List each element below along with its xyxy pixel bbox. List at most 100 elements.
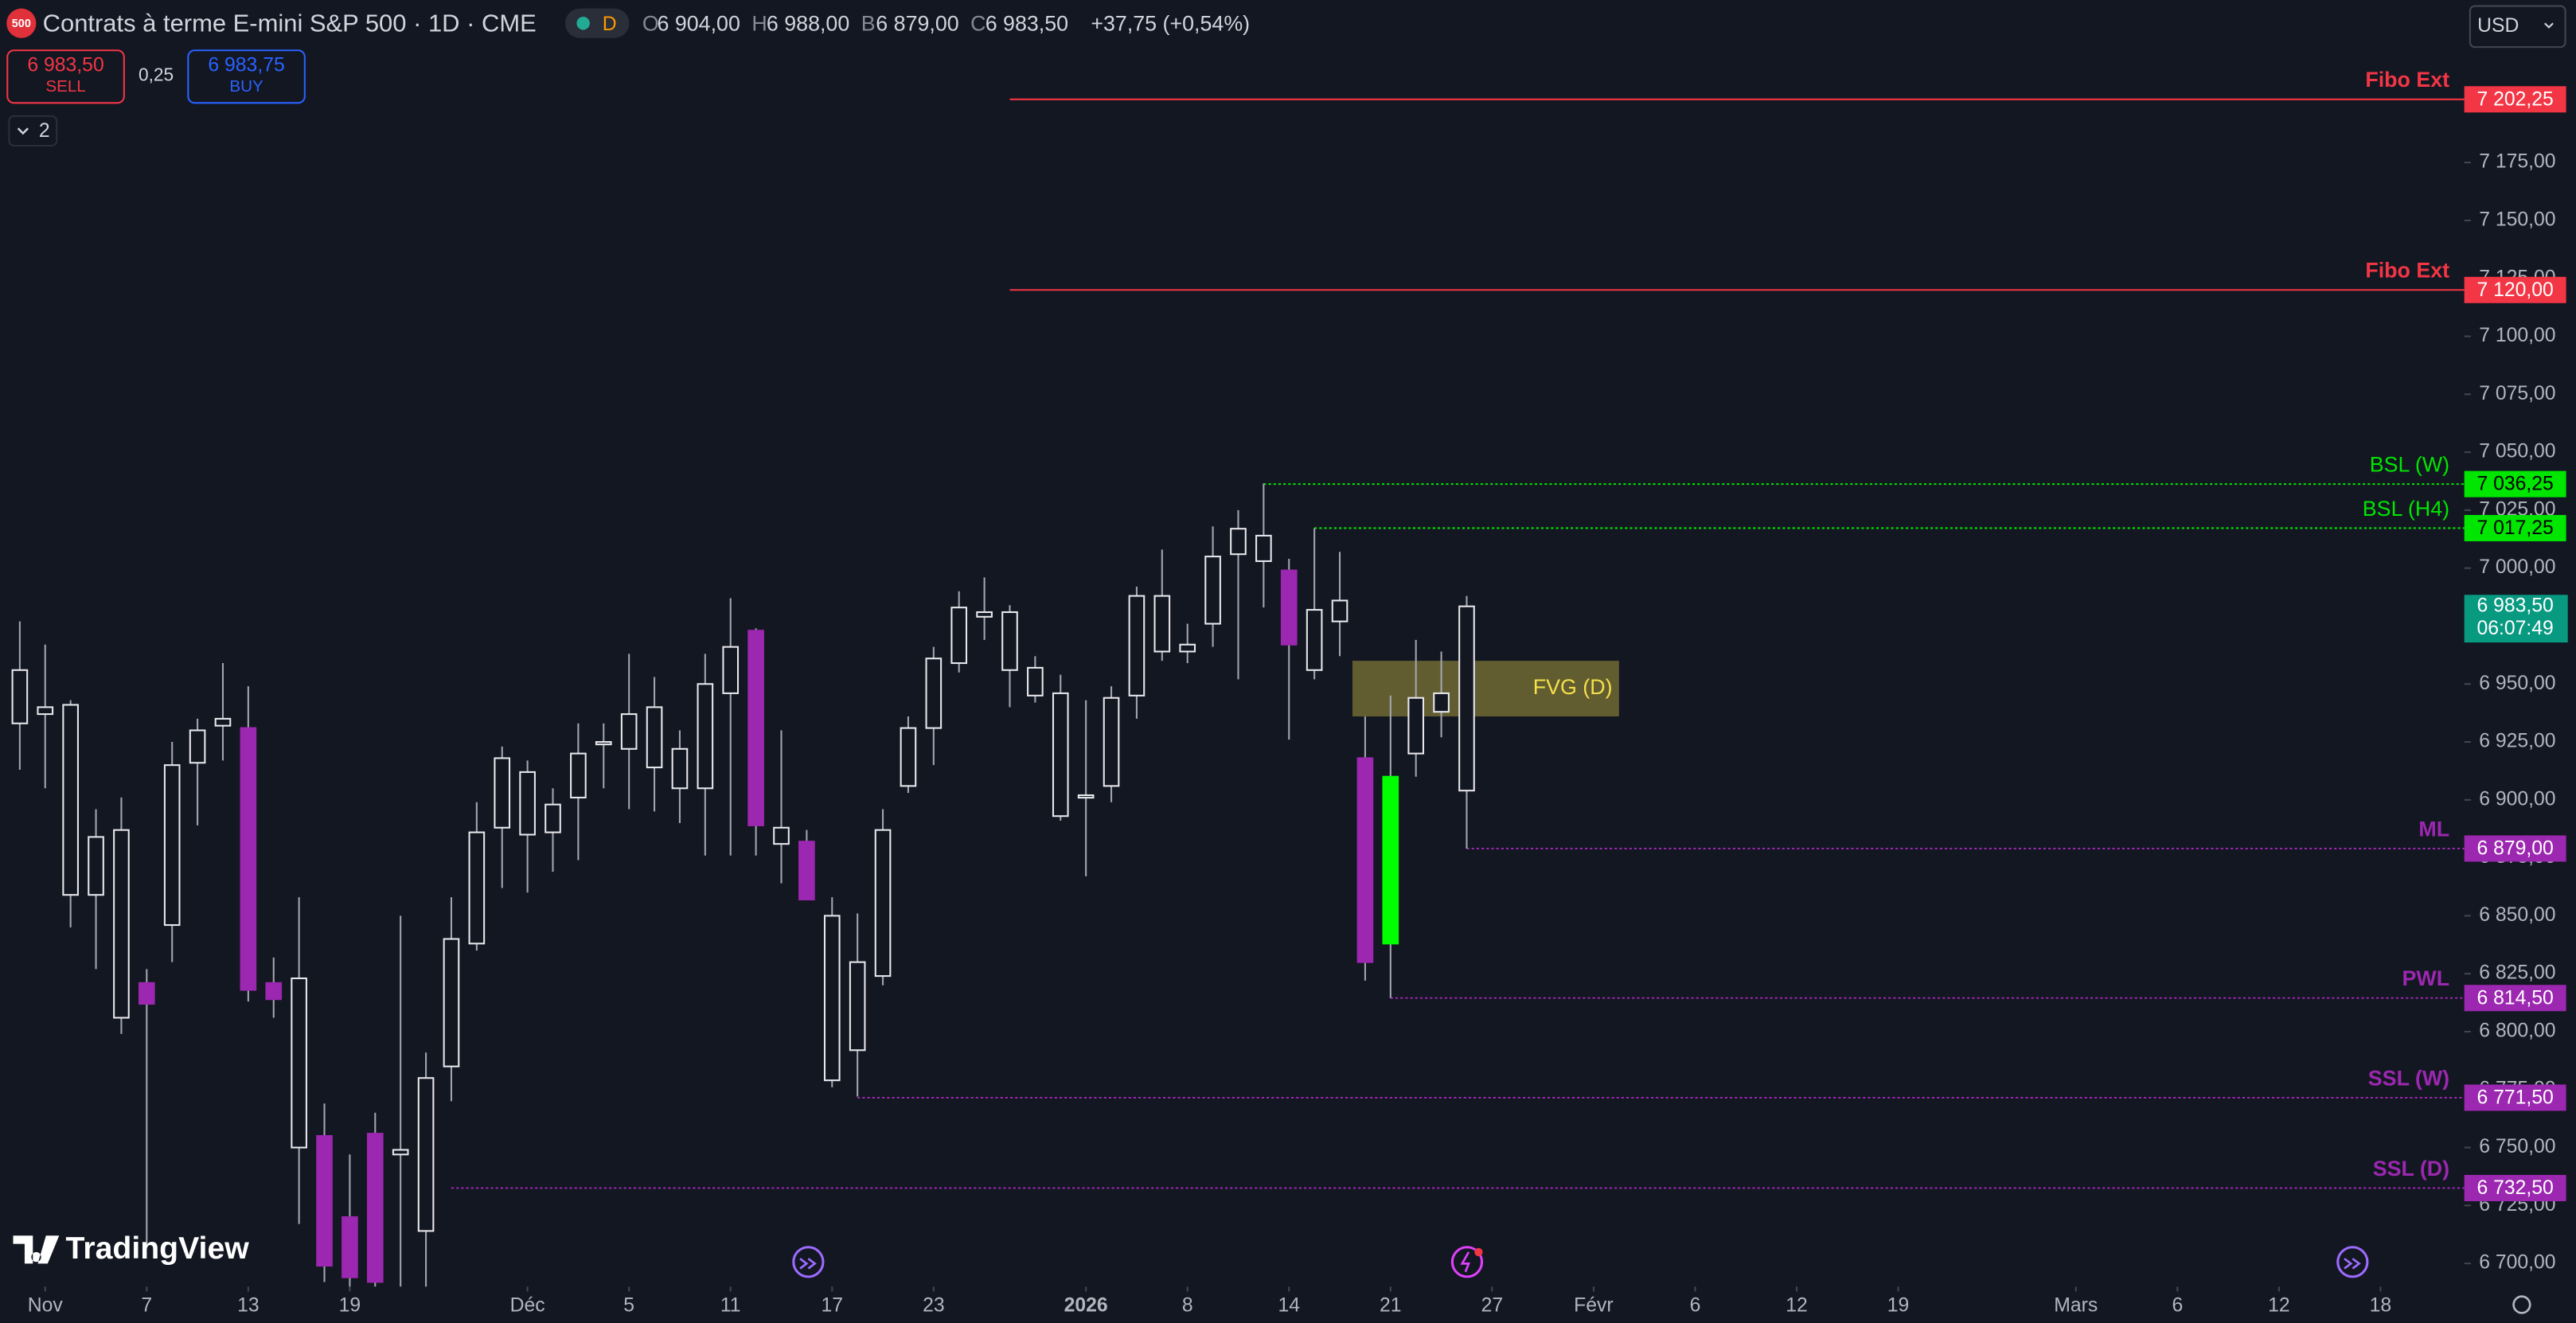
- x-tick-label: 8: [1182, 1295, 1193, 1317]
- candle-body: [342, 1216, 358, 1278]
- price-tag-label: 7 202,25: [2476, 88, 2553, 110]
- y-tick-label: 6 950,00: [2479, 673, 2555, 694]
- candle-body: [595, 741, 612, 746]
- brand-logo: [13, 1235, 60, 1264]
- candle-body: [620, 713, 638, 750]
- x-tick-label: 2026: [1064, 1295, 1108, 1317]
- x-tick-label: Déc: [510, 1295, 545, 1317]
- candle-body: [646, 706, 663, 769]
- candle-body: [697, 683, 714, 790]
- candle-body: [1433, 692, 1450, 713]
- sell-label: SELL: [45, 77, 85, 96]
- candle-body: [544, 803, 561, 833]
- price-tag-label: 7 120,00: [2476, 279, 2553, 301]
- buy-button[interactable]: [187, 49, 306, 104]
- candle-body: [570, 752, 587, 798]
- session-pill[interactable]: [564, 8, 630, 38]
- level-name: BSL (H4): [2363, 497, 2449, 521]
- x-tick-label: 19: [339, 1295, 361, 1317]
- x-tick-label: 12: [1786, 1295, 1808, 1317]
- candle-body: [494, 757, 511, 829]
- candle-body: [265, 982, 283, 1001]
- settings-icon[interactable]: [2512, 1295, 2531, 1314]
- candle-body: [1407, 697, 1425, 755]
- event-dot: [1474, 1247, 1483, 1257]
- chevron: [2544, 22, 2554, 29]
- ohlc-key: O: [642, 11, 659, 35]
- candle-body: [1306, 609, 1323, 671]
- price-tag: [2464, 276, 2566, 303]
- event-icon[interactable]: [2336, 1246, 2369, 1278]
- spread: 0,25: [139, 64, 174, 84]
- overlay: 500 Contrats à terme E-mini S&P 500 · 1D…: [6, 5, 2566, 1314]
- ohlc-key: H: [751, 11, 767, 35]
- candle-body: [1027, 666, 1044, 697]
- currency-select[interactable]: [2469, 5, 2566, 49]
- level-name: PWL: [2402, 966, 2450, 990]
- candle-body: [291, 977, 307, 1149]
- y-tick-label: 6 750,00: [2479, 1136, 2555, 1157]
- level-name: Fibo Ext: [2365, 259, 2449, 283]
- candle-body: [366, 1133, 384, 1283]
- event-glyph: [799, 1258, 817, 1270]
- indicator-count: 2: [39, 120, 50, 142]
- event-glyph: [1460, 1251, 1470, 1273]
- candle-body: [62, 704, 79, 896]
- candle-body: [1280, 569, 1298, 646]
- candle-body: [1001, 611, 1018, 671]
- ohlc-value: 6 879,00: [876, 11, 958, 35]
- event-icon[interactable]: [1450, 1246, 1484, 1278]
- price-tag-label: 7 036,25: [2476, 474, 2553, 495]
- change: +37,75 (+0,54%): [1091, 11, 1250, 35]
- candle-body: [113, 829, 130, 1019]
- candle-body: [1179, 643, 1196, 653]
- indicator-toggle[interactable]: [8, 115, 58, 147]
- price-tag: [2464, 835, 2566, 862]
- price-tag: [2464, 1175, 2566, 1202]
- candle-body: [214, 717, 232, 727]
- ohlc-value: 6 983,50: [986, 11, 1068, 35]
- candle-body: [138, 982, 155, 1005]
- event-icon[interactable]: [792, 1246, 825, 1278]
- candle-body: [519, 771, 536, 836]
- candle-body: [823, 915, 841, 1082]
- countdown: 06:07:49: [2476, 618, 2553, 639]
- x-tick-label: 19: [1887, 1295, 1910, 1317]
- candle-body: [1204, 556, 1221, 625]
- candle-body: [1077, 794, 1095, 799]
- candle-body: [1331, 599, 1348, 622]
- price-tag-label: 6 771,50: [2476, 1087, 2553, 1109]
- session-label: D: [603, 14, 617, 35]
- candle-body: [747, 630, 764, 826]
- price-tag-label: 6 879,00: [2476, 838, 2553, 860]
- candle-body: [1356, 757, 1374, 963]
- symbol-title[interactable]: Contrats à terme E-mini S&P 500 · 1D · C…: [43, 9, 537, 37]
- x-tick-label: 6: [1690, 1295, 1701, 1317]
- candle-body: [163, 764, 181, 927]
- event-glyph: [2344, 1258, 2361, 1270]
- x-tick-label: 13: [237, 1295, 260, 1317]
- y-tick-label: 7 100,00: [2479, 325, 2555, 346]
- y-tick-label: 6 925,00: [2479, 731, 2555, 752]
- fvg-label: FVG (D): [1533, 675, 1613, 699]
- candle-body: [900, 727, 917, 787]
- price-tag: [2464, 985, 2566, 1012]
- candle-body: [88, 836, 104, 896]
- y-tick-label: 7 150,00: [2479, 209, 2555, 230]
- price-tag: [2464, 86, 2566, 113]
- x-tick-label: 5: [623, 1295, 634, 1317]
- x-tick-label: 27: [1481, 1295, 1504, 1317]
- y-tick-label: 7 175,00: [2479, 151, 2555, 173]
- candle-body: [37, 706, 54, 716]
- candle-body: [722, 646, 740, 694]
- x-tick-label: 18: [2370, 1295, 2392, 1317]
- x-tick-label: 7: [141, 1295, 152, 1317]
- sell-button[interactable]: [6, 49, 125, 104]
- symbol-badge[interactable]: [6, 8, 37, 38]
- y-tick-label: 6 900,00: [2479, 788, 2555, 810]
- y-tick-label: 6 700,00: [2479, 1252, 2555, 1274]
- chevron: [17, 127, 29, 135]
- ohlc-value: 6 988,00: [767, 11, 849, 35]
- candle-body: [976, 611, 993, 618]
